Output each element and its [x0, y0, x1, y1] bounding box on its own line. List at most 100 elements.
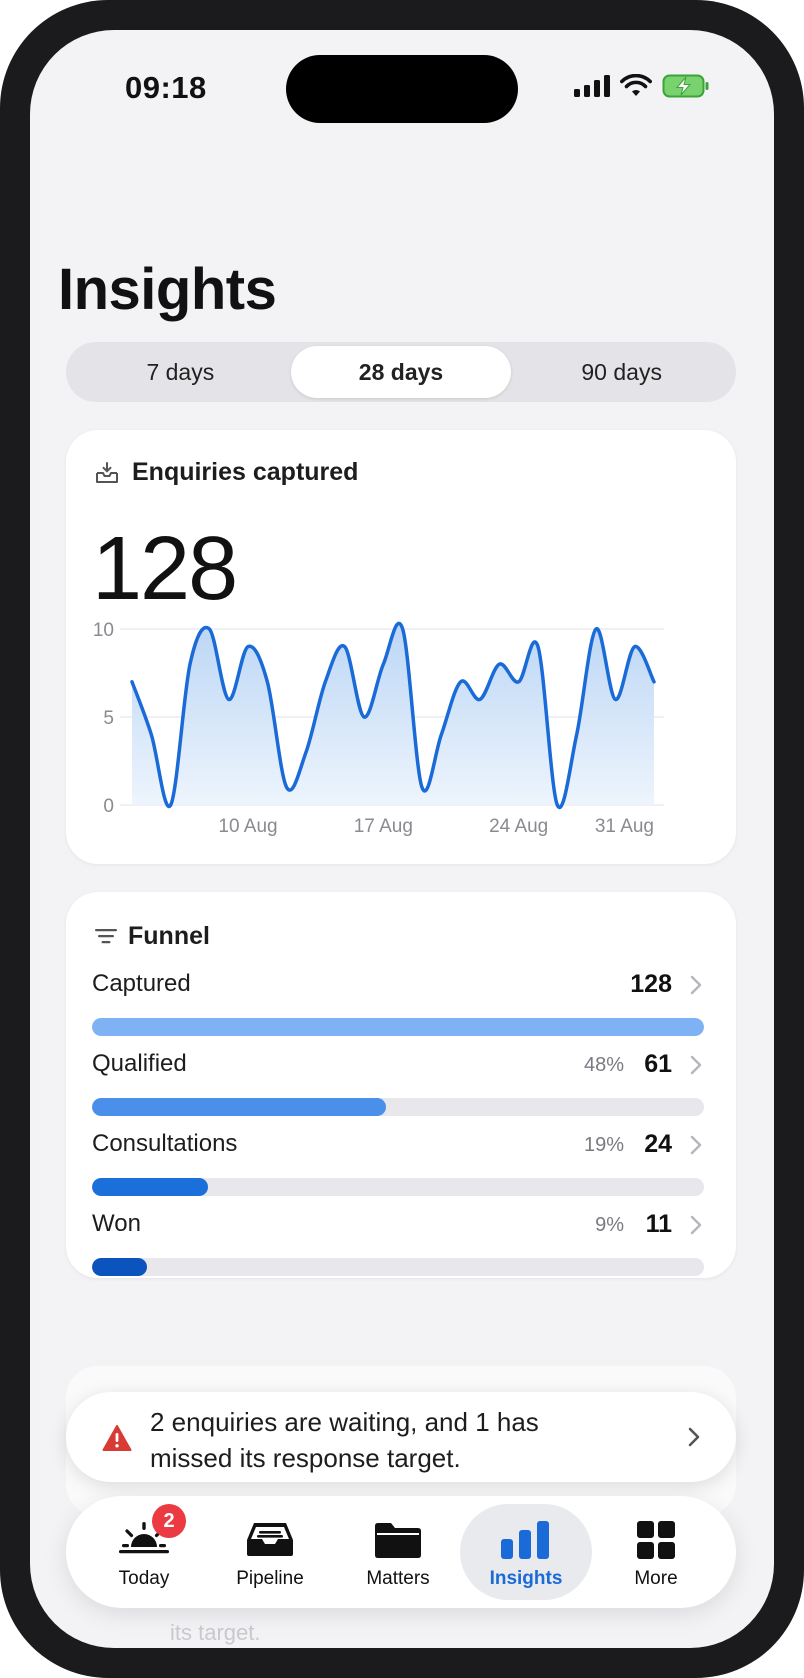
funnel-row-qualified[interactable]: Qualified 48% 61: [92, 1050, 704, 1120]
status-time: 09:18: [125, 70, 207, 105]
chevron-right-icon: [690, 1055, 702, 1075]
chart-data-point: [556, 803, 559, 807]
chart-x-tick-label: 24 Aug: [489, 816, 548, 837]
chart-x-tick-label: 17 Aug: [354, 816, 413, 837]
chevron-right-icon: [690, 1215, 702, 1235]
chart-y-tick-label: 0: [103, 796, 114, 817]
tab-bar: 2 Today Pipeline Matters: [66, 1496, 736, 1608]
bar-chart-icon: [501, 1521, 549, 1559]
grid-icon: [637, 1521, 675, 1559]
funnel-bar-fill: [92, 1178, 209, 1196]
chart-data-point: [150, 733, 153, 736]
tab-insights[interactable]: Insights: [460, 1504, 592, 1600]
funnel-bar-fill: [92, 1018, 704, 1036]
chart-data-point: [420, 786, 424, 789]
chart-data-point: [459, 680, 462, 683]
funnel-bar-fill: [92, 1258, 148, 1276]
tab-matters[interactable]: Matters: [332, 1504, 464, 1600]
funnel-row-won[interactable]: Won 9% 11: [92, 1210, 704, 1280]
alert-line-2: missed its response target.: [150, 1443, 461, 1473]
screen: 09:18 Insights 7 days 28: [30, 30, 774, 1648]
chevron-right-icon: [690, 1135, 702, 1155]
chart-y-tick-label: 5: [103, 708, 114, 729]
enquiries-chart: 0 5 10 10 Aug 17 Aug 24 Aug 31 Aug: [93, 620, 664, 837]
dynamic-island: [286, 55, 518, 123]
funnel-stage-percent: 48%: [583, 1054, 624, 1076]
chart-data-point: [343, 645, 346, 648]
chart-x-tick-label: 10 Aug: [218, 816, 277, 837]
chart-y-tick-label: 10: [93, 620, 114, 641]
alert-line-1: 2 enquiries are waiting, and 1 has: [150, 1407, 539, 1437]
funnel-bar-track: [92, 1258, 704, 1276]
alert-banner[interactable]: 2 enquiries are waiting, and 1 has misse…: [66, 1392, 736, 1482]
sunrise-icon: [119, 1522, 169, 1554]
chart-data-point: [382, 663, 385, 666]
tab-label: Pipeline: [236, 1568, 304, 1589]
funnel-stage-count: 61: [644, 1050, 672, 1078]
chart-data-point: [652, 680, 656, 683]
tab-today[interactable]: 2 Today: [78, 1504, 210, 1600]
funnel-stage-count: 24: [644, 1130, 672, 1158]
chart-data-point: [304, 751, 308, 754]
funnel-row-consultations[interactable]: Consultations 19% 24: [92, 1130, 704, 1200]
funnel-stage-label: Qualified: [92, 1050, 187, 1077]
range-7-days[interactable]: 7 days: [146, 358, 215, 385]
chevron-right-icon: [690, 975, 702, 995]
funnel-stage-label: Won: [92, 1210, 141, 1237]
range-28-days[interactable]: 28 days: [290, 346, 512, 398]
enquiries-card: Enquiries captured 128 0 5 10 10 Aug 17 Aug…: [66, 430, 736, 864]
chart-data-point: [633, 645, 636, 648]
chart-data-point: [208, 627, 211, 631]
today-badge: 2: [152, 1504, 186, 1538]
alert-message: 2 enquiries are waiting, and 1 has misse…: [150, 1404, 650, 1476]
funnel-stage-percent: 9%: [595, 1214, 624, 1236]
enquiries-total: 128: [92, 519, 238, 619]
chart-data-point: [594, 627, 598, 631]
range-90-days[interactable]: 90 days: [581, 358, 662, 385]
chart-data-point: [227, 698, 230, 701]
wifi-icon: [620, 74, 652, 96]
funnel-stage-label: Consultations: [92, 1130, 238, 1157]
funnel-stage-count: 128: [630, 970, 672, 998]
chart-data-point: [266, 680, 269, 683]
tray-download-icon: [96, 462, 118, 483]
funnel-row-captured[interactable]: Captured 128: [92, 970, 704, 1040]
status-icons: [574, 74, 710, 98]
funnel-bar-fill: [92, 1098, 386, 1116]
chart-data-point: [285, 786, 288, 789]
warning-icon: [102, 1425, 132, 1451]
chart-data-point: [130, 680, 134, 683]
funnel-title: Funnel: [128, 922, 210, 950]
funnel-stage-label: Captured: [92, 970, 191, 997]
chart-data-point: [324, 680, 327, 683]
chart-data-point: [246, 645, 250, 648]
chart-data-point: [536, 645, 540, 648]
chart-data-point: [478, 698, 482, 701]
chevron-right-icon: [688, 1427, 700, 1447]
page-title: Insights: [58, 257, 277, 322]
chart-data-point: [188, 663, 192, 666]
funnel-card: Funnel Captured 128 Qualified 48% 61 Con…: [66, 892, 736, 1278]
enquiries-title: Enquiries captured: [132, 458, 359, 486]
obscured-text: its target.: [170, 1620, 261, 1645]
signal-icon: [574, 75, 610, 97]
funnel-stage-count: 11: [645, 1210, 672, 1238]
tab-label: Matters: [366, 1568, 430, 1589]
funnel-bar-track: [92, 1098, 704, 1116]
inbox-tray-icon: [247, 1523, 293, 1556]
chart-data-point: [440, 733, 443, 736]
folder-icon: [375, 1523, 421, 1558]
funnel-stage-percent: 19%: [583, 1134, 624, 1156]
tab-more[interactable]: More: [590, 1504, 722, 1600]
tab-label: Today: [118, 1568, 170, 1589]
tab-pipeline[interactable]: Pipeline: [204, 1504, 336, 1600]
chart-area-fill: [132, 623, 654, 808]
funnel-bar-track: [92, 1018, 704, 1036]
chart-x-tick-label: 31 Aug: [595, 816, 654, 837]
chart-data-point: [614, 698, 617, 701]
chart-data-point: [498, 663, 501, 666]
chart-data-point: [362, 715, 366, 719]
chart-data-point: [169, 803, 172, 807]
battery-charging-icon: [662, 74, 709, 98]
